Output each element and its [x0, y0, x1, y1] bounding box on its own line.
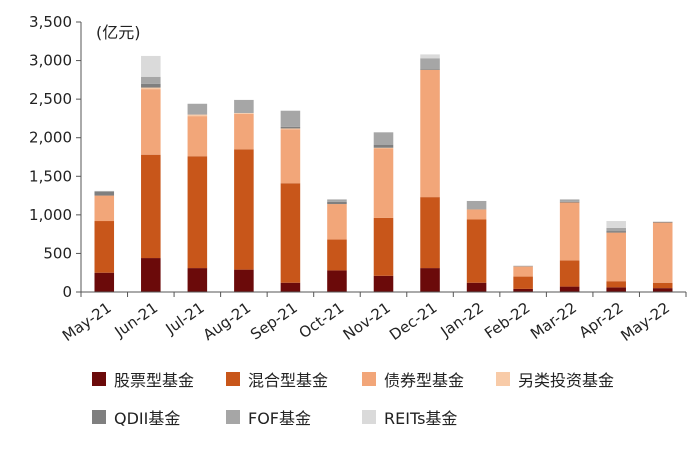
- x-tick-label: Jan-22: [437, 299, 487, 342]
- bar-segment: [373, 144, 394, 148]
- bar-segment: [373, 275, 394, 292]
- bar-segment: [559, 286, 580, 292]
- bar-segment: [141, 258, 161, 292]
- x-tick-label: Feb-22: [481, 299, 533, 343]
- bar-segment: [280, 129, 301, 184]
- bars: [94, 54, 673, 292]
- y-tick-label: 2,000: [29, 129, 72, 147]
- bar-segment: [420, 69, 440, 198]
- x-tick-label: Mar-22: [527, 299, 580, 343]
- x-tick-label: May-22: [617, 299, 673, 345]
- bar-segment: [94, 272, 115, 292]
- bar-segment: [234, 269, 254, 292]
- bar-segment: [420, 58, 440, 70]
- bar-segment: [373, 148, 394, 218]
- bar-segment: [234, 149, 254, 270]
- bar-segment: [513, 276, 533, 289]
- bar-segment: [280, 183, 301, 283]
- bar-segment: [280, 126, 301, 129]
- bar-segment: [373, 217, 394, 276]
- x-tick-label: Jun-21: [111, 299, 161, 342]
- bar-segment: [94, 221, 115, 273]
- y-tick-label: 3,000: [29, 52, 72, 70]
- y-tick-label: 3,500: [29, 13, 72, 31]
- bar-segment: [187, 103, 208, 115]
- bar-segment: [280, 282, 301, 292]
- bar-segment: [420, 197, 440, 269]
- bar-segment: [513, 288, 533, 292]
- bar-segment: [420, 268, 440, 292]
- bar-segment: [327, 201, 347, 205]
- bar-segment: [327, 239, 347, 271]
- bar-segment: [141, 89, 161, 155]
- bar-segment: [141, 76, 161, 84]
- bar-segment: [94, 195, 115, 222]
- x-tick-label: Dec-21: [386, 299, 440, 344]
- bar-segment: [187, 156, 208, 269]
- x-tick-label: Nov-21: [340, 299, 394, 344]
- bar-segment: [141, 83, 161, 88]
- y-tick-label: 0: [62, 283, 72, 301]
- bar-segment: [606, 287, 626, 292]
- x-tick-label: Apr-22: [576, 299, 627, 342]
- bar-segment: [606, 221, 626, 228]
- bar-segment: [466, 282, 487, 292]
- bar-segment: [652, 222, 673, 283]
- bar-segment: [559, 260, 580, 287]
- bar-segment: [373, 132, 394, 145]
- bar-segment: [187, 116, 208, 157]
- bar-segment: [606, 232, 626, 282]
- bar-segment: [94, 191, 115, 196]
- unit-label: (亿元): [96, 23, 141, 42]
- bar-segment: [234, 99, 254, 114]
- bar-segment: [513, 265, 533, 267]
- bar-segment: [606, 231, 626, 233]
- x-tick-label: May-21: [59, 299, 115, 345]
- bar-segment: [466, 219, 487, 283]
- y-tick-label: 1,000: [29, 206, 72, 224]
- x-tick-label: Oct-21: [296, 299, 348, 343]
- bar-segment: [141, 87, 161, 90]
- bar-segment: [327, 270, 347, 292]
- bar-segment: [606, 281, 626, 288]
- bar-segment: [94, 190, 115, 192]
- x-tick-label: Aug-21: [200, 299, 254, 345]
- bar-segment: [420, 54, 440, 59]
- bar-segment: [559, 201, 580, 203]
- bar-segment: [466, 209, 487, 220]
- bar-segment: [280, 128, 301, 130]
- y-tick-label: 2,500: [29, 90, 72, 108]
- bar-segment: [466, 200, 487, 210]
- bar-segment: [606, 227, 626, 232]
- x-tick-label: Sep-21: [247, 299, 301, 344]
- bar-segment: [141, 154, 161, 259]
- bar-segment: [420, 69, 440, 70]
- y-axis: 0 500 1,000 1,500 2,000 2,500 3,000 3,500: [29, 13, 82, 301]
- bar-segment: [327, 204, 347, 240]
- bar-segment: [513, 266, 533, 277]
- y-tick-label: 500: [43, 244, 72, 262]
- bar-segment: [234, 113, 254, 150]
- bar-segment: [187, 268, 208, 292]
- bar-segment: [373, 147, 394, 149]
- bar-segment: [652, 221, 673, 223]
- bar-segment: [652, 282, 673, 289]
- bar-segment: [652, 288, 673, 292]
- bar-segment: [559, 202, 580, 261]
- bar-segment: [280, 110, 301, 127]
- bar-segment: [141, 55, 161, 77]
- bar-segment: [234, 113, 254, 114]
- bar-segment: [187, 114, 208, 117]
- bar-segment: [559, 199, 580, 202]
- bar-segment: [327, 199, 347, 202]
- y-tick-label: 1,500: [29, 167, 72, 185]
